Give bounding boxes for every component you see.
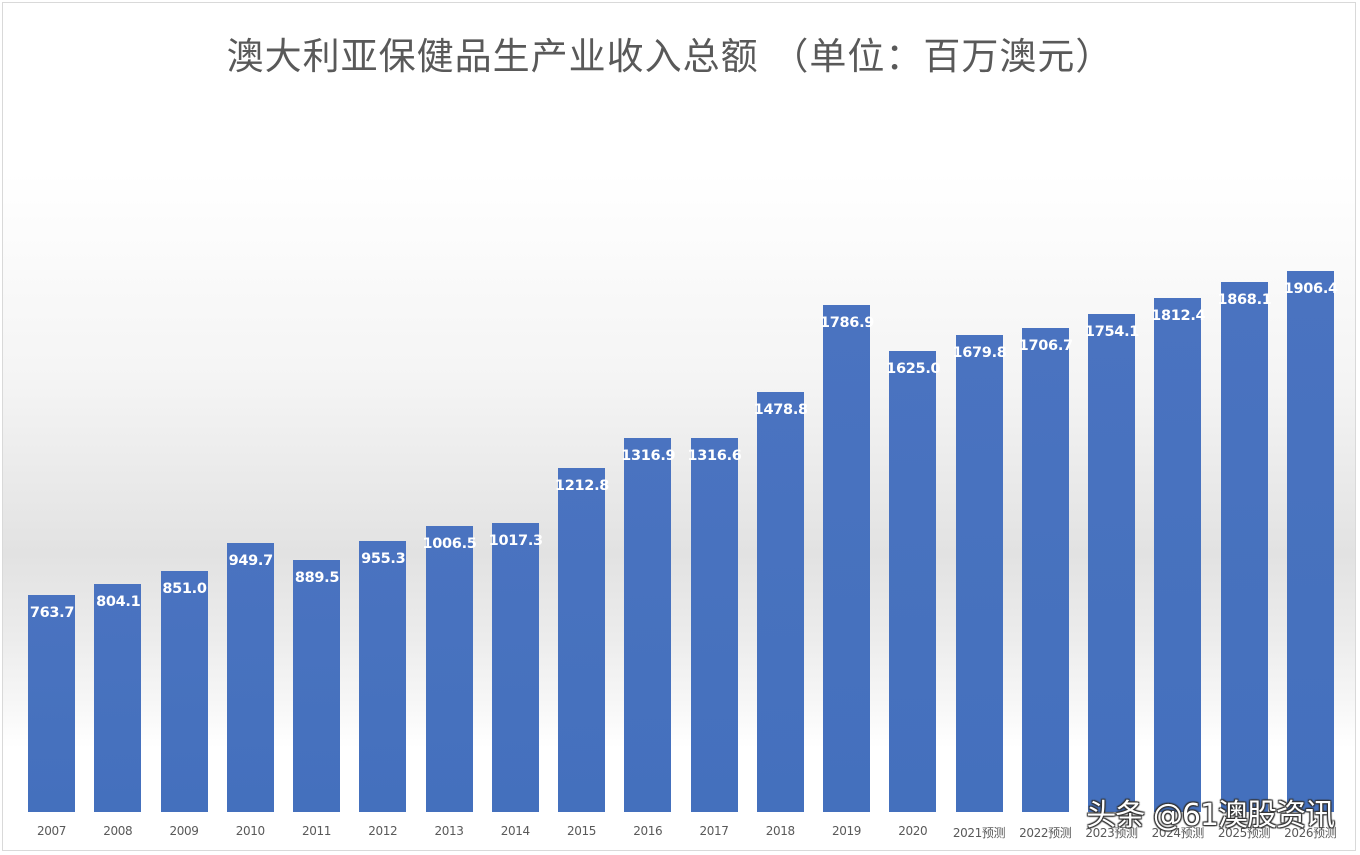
- bar-value-label: 1006.5: [422, 536, 477, 553]
- x-axis-tick-label: 2013: [434, 824, 464, 838]
- bar: 1812.4: [1151, 297, 1206, 812]
- bar: 1706.7: [1019, 327, 1073, 812]
- chart-title: 澳大利亚保健品生产业收入总额 （单位：百万澳元）: [226, 35, 1114, 78]
- bar: 804.1: [94, 583, 142, 812]
- x-axis-tick-label: 2018: [765, 824, 795, 838]
- x-axis-tick-label: 2025预测: [1217, 826, 1271, 840]
- bar: 955.3: [359, 540, 407, 812]
- bar-value-label: 1906.4: [1283, 281, 1338, 298]
- x-axis-tick-label: 2019: [832, 824, 861, 838]
- bar: 1316.9: [621, 438, 676, 812]
- bar: 1017.3: [489, 523, 543, 812]
- bar-value-label: 1212.8: [554, 477, 610, 494]
- bar-value-label: 1478.8: [753, 402, 808, 419]
- bar: 1625.0: [886, 350, 941, 812]
- x-axis-tick-label: 2008: [103, 824, 133, 838]
- x-axis-tick-label: 2026预测: [1284, 826, 1337, 840]
- bar: 889.5: [293, 559, 340, 812]
- x-axis-tick-label: 2016: [633, 824, 663, 838]
- bar-value-label: 804.1: [96, 593, 141, 610]
- bar-value-label: 1316.6: [687, 448, 742, 465]
- bar: 1478.8: [754, 392, 808, 812]
- bar-value-label: 851.0: [162, 580, 207, 597]
- x-axis-tick-label: 2024预测: [1151, 826, 1205, 840]
- bar-value-label: 1679.8: [952, 345, 1007, 362]
- bar: 1212.8: [555, 467, 609, 812]
- x-axis-tick-label: 2014: [500, 824, 530, 838]
- bar-value-label: 1706.7: [1018, 337, 1073, 354]
- x-axis-tick-label: 2021预测: [952, 826, 1006, 840]
- x-axis-tick-label: 2012: [368, 824, 398, 838]
- x-axis-tick-label: 2017: [699, 824, 729, 838]
- bar: 763.7: [28, 595, 75, 812]
- x-axis-tick-label: 2009: [169, 824, 199, 838]
- bar: 949.7: [226, 542, 274, 812]
- x-axis-tick-label: 2022预测: [1019, 826, 1072, 840]
- bar-value-label: 763.7: [29, 605, 75, 622]
- bar-value-label: 1017.3: [488, 533, 543, 550]
- x-axis-tick-label: 2015: [567, 824, 596, 838]
- bar: 1786.9: [820, 305, 874, 812]
- bar: 1679.8: [952, 335, 1007, 812]
- x-axis-tick-label: 2020: [898, 824, 928, 838]
- bar-value-label: 1625.0: [886, 360, 941, 377]
- x-axis-tick-label: 2010: [235, 824, 265, 838]
- watermark: 头条 @61澳股资讯: [1086, 798, 1335, 833]
- bar-value-label: 1812.4: [1151, 307, 1206, 324]
- bar-value-label: 889.5: [294, 569, 340, 586]
- bar-value-label: 1868.1: [1217, 292, 1272, 309]
- bar-value-label: 949.7: [228, 552, 274, 569]
- bar-value-label: 1754.1: [1084, 324, 1140, 341]
- bar: 1754.1: [1085, 314, 1139, 812]
- bar-value-label: 1316.9: [621, 448, 676, 465]
- bar: 1868.1: [1217, 282, 1272, 812]
- x-axis-tick-label: 2007: [37, 824, 66, 838]
- bar: 1906.4: [1284, 271, 1338, 812]
- bar: 1316.6: [687, 438, 742, 812]
- x-axis-tick-label: 2011: [302, 824, 331, 838]
- bar-value-label: 955.3: [361, 550, 406, 567]
- bar: 1006.5: [422, 526, 477, 812]
- bar-value-label: 1786.9: [819, 315, 875, 332]
- x-axis-tick-label: 2023预测: [1085, 826, 1138, 840]
- bar: 851.0: [160, 570, 208, 812]
